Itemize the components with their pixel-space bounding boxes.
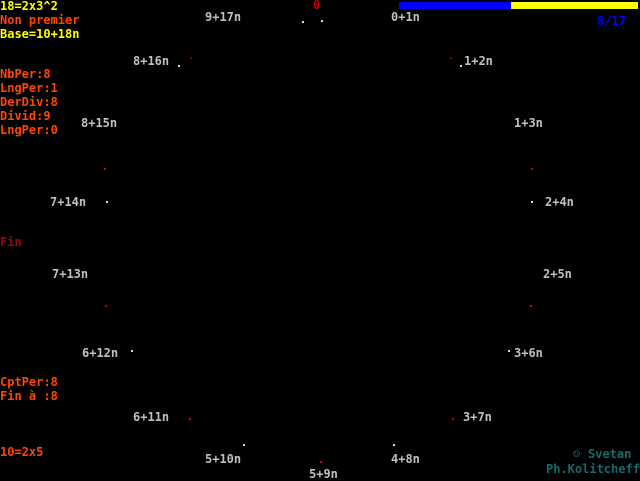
spiral-arm-label: 7+14n bbox=[50, 195, 87, 209]
progress-bar-remaining bbox=[511, 2, 638, 9]
spiral-point bbox=[189, 418, 191, 420]
spiral-point bbox=[450, 57, 452, 59]
spiral-arm-label: 9+17n bbox=[205, 10, 242, 24]
spiral-point bbox=[131, 350, 133, 352]
spiral-point bbox=[531, 201, 533, 203]
spiral-arm-label: 5+10n bbox=[205, 452, 242, 466]
spiral-arm-label: 1+3n bbox=[514, 116, 543, 130]
spiral-point bbox=[321, 20, 323, 22]
spiral-arm-label: 3+6n bbox=[514, 346, 543, 360]
nbper-label: NbPer:8 bbox=[0, 67, 51, 81]
spiral-point bbox=[530, 305, 532, 307]
spiral-arm-label: 6+11n bbox=[133, 410, 170, 424]
fin-a-label: Fin à :8 bbox=[0, 389, 58, 403]
cptper-label: CptPer:8 bbox=[0, 375, 58, 389]
spiral-arm-label: 7+13n bbox=[52, 267, 89, 281]
spiral-point bbox=[106, 201, 108, 203]
spiral-arm-label: 1+2n bbox=[464, 54, 493, 68]
author-mark-icon: ☺ bbox=[573, 447, 581, 461]
progress-counter: 8/17 bbox=[597, 14, 626, 28]
spiral-point bbox=[508, 350, 510, 352]
spiral-point bbox=[178, 65, 180, 67]
spiral-arm-label: 4+8n bbox=[391, 452, 420, 466]
spiral-point bbox=[320, 461, 322, 463]
spiral-arm-label: 5+9n bbox=[309, 467, 338, 481]
progress-bar-done bbox=[399, 2, 511, 9]
spiral-arm-label: 8+16n bbox=[133, 54, 170, 68]
spiral-point bbox=[460, 65, 462, 67]
bottom-factorization-label: 10=2x5 bbox=[0, 445, 44, 459]
spiral-arm-label: 0+1n bbox=[391, 10, 420, 24]
spiral-point bbox=[105, 305, 107, 307]
lngper-first-label: LngPer:1 bbox=[0, 81, 58, 95]
zero-label: 0 bbox=[313, 0, 321, 12]
spiral-point bbox=[190, 57, 192, 59]
spiral-arm-label: 3+7n bbox=[463, 410, 492, 424]
base-label: Base=10+18n bbox=[0, 27, 80, 41]
spiral-point bbox=[452, 418, 454, 420]
primality-label: Non premier bbox=[0, 13, 80, 27]
author-full-label: Ph.Kolitcheff bbox=[546, 462, 640, 476]
divid-label: Divid:9 bbox=[0, 109, 51, 123]
spiral-point bbox=[393, 444, 395, 446]
lngper-second-label: LngPer:0 bbox=[0, 123, 58, 137]
factorization-label: 18=2x3^2 bbox=[0, 0, 58, 13]
spiral-arm-label: 2+4n bbox=[545, 195, 574, 209]
spiral-point bbox=[531, 168, 533, 170]
spiral-point bbox=[243, 444, 245, 446]
author-label: Svetan bbox=[588, 447, 632, 461]
fin-label: Fin bbox=[0, 235, 22, 249]
derdiv-label: DerDiv:8 bbox=[0, 95, 58, 109]
spiral-point bbox=[302, 21, 304, 23]
spiral-arm-label: 2+5n bbox=[543, 267, 572, 281]
spiral-point bbox=[104, 168, 106, 170]
spiral-arm-label: 6+12n bbox=[82, 346, 119, 360]
spiral-arm-label: 8+15n bbox=[81, 116, 118, 130]
